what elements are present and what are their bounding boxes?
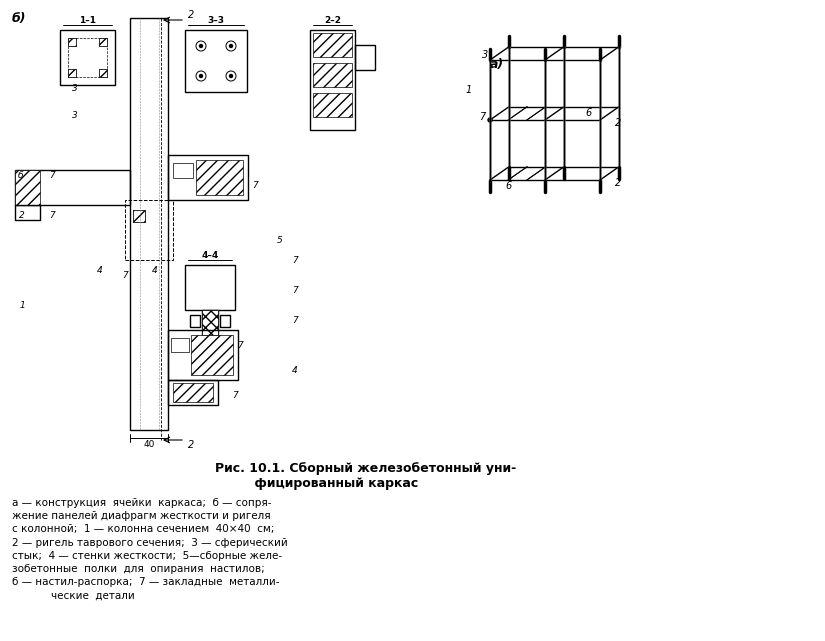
Text: 7: 7 [292, 315, 298, 324]
Text: а): а) [490, 58, 504, 71]
Text: 3: 3 [72, 83, 78, 92]
Circle shape [226, 41, 236, 51]
Bar [15, 205, 40, 220]
Bar [133, 210, 145, 222]
Text: 7: 7 [50, 171, 55, 179]
Text: 6: 6 [585, 108, 592, 119]
Bar [99, 69, 107, 77]
Bar [313, 93, 352, 117]
Bar [99, 38, 107, 46]
Bar [125, 200, 173, 260]
Text: 4: 4 [97, 265, 103, 274]
Bar [202, 310, 218, 335]
Text: 3: 3 [72, 110, 78, 119]
Text: а — конструкция  ячейки  каркаса;  б — сопря-
жение панелей диафрагм жесткости и: а — конструкция ячейки каркаса; б — сопр… [12, 498, 288, 601]
Text: 5: 5 [277, 235, 283, 244]
Circle shape [229, 74, 233, 78]
Bar [99, 38, 107, 46]
Text: 40: 40 [144, 440, 155, 449]
Bar [168, 380, 218, 405]
Bar [220, 315, 230, 327]
Text: 7: 7 [237, 340, 243, 349]
Bar [185, 265, 235, 310]
Circle shape [196, 71, 206, 81]
Text: 7: 7 [252, 181, 258, 190]
Text: 2: 2 [615, 178, 620, 188]
Text: Рис. 10.1. Сборный железобетонный уни-
         фицированный каркас: Рис. 10.1. Сборный железобетонный уни- ф… [215, 462, 516, 490]
Text: б): б) [12, 12, 26, 25]
Bar [130, 18, 168, 430]
Text: 1: 1 [466, 85, 472, 95]
Circle shape [226, 71, 236, 81]
Text: 1: 1 [19, 301, 25, 310]
Text: б: б [17, 171, 23, 179]
Text: 7: 7 [292, 256, 298, 265]
Text: 4: 4 [152, 265, 158, 274]
Bar [15, 170, 40, 205]
Circle shape [200, 74, 202, 78]
Text: 7: 7 [478, 112, 485, 122]
Text: 7: 7 [232, 390, 238, 399]
Bar [185, 30, 247, 92]
Circle shape [196, 41, 206, 51]
Bar [68, 69, 76, 77]
Text: 7: 7 [292, 285, 298, 294]
Text: 2: 2 [188, 10, 194, 20]
Bar [15, 170, 130, 205]
Text: 2–2: 2–2 [324, 16, 341, 25]
Text: 2: 2 [615, 119, 620, 128]
Text: 2: 2 [188, 440, 194, 450]
Bar [355, 45, 375, 70]
Bar [60, 30, 115, 85]
Bar [310, 30, 355, 130]
Text: 7: 7 [50, 210, 55, 219]
Text: 3: 3 [482, 50, 488, 60]
Bar [68, 38, 76, 46]
Bar [173, 163, 193, 178]
Text: 7: 7 [122, 271, 128, 279]
Text: 1–1: 1–1 [79, 16, 96, 25]
Text: 2: 2 [19, 210, 25, 219]
Bar [202, 310, 218, 335]
Text: 6: 6 [506, 181, 512, 192]
Bar [313, 63, 352, 87]
Text: 3–3: 3–3 [208, 16, 224, 25]
Bar [190, 315, 200, 327]
Bar [171, 338, 189, 352]
Bar [168, 155, 248, 200]
Bar [191, 335, 233, 375]
Bar [133, 210, 145, 222]
Circle shape [229, 44, 233, 47]
Bar [68, 69, 76, 77]
Bar [168, 330, 238, 380]
Bar [68, 38, 76, 46]
Circle shape [488, 118, 492, 122]
Text: 4–4: 4–4 [201, 251, 219, 260]
Bar [196, 160, 243, 195]
Text: 4: 4 [292, 365, 298, 374]
Bar [99, 69, 107, 77]
Circle shape [200, 44, 202, 47]
Bar [173, 383, 213, 402]
Bar [68, 38, 107, 77]
Bar [313, 33, 352, 57]
